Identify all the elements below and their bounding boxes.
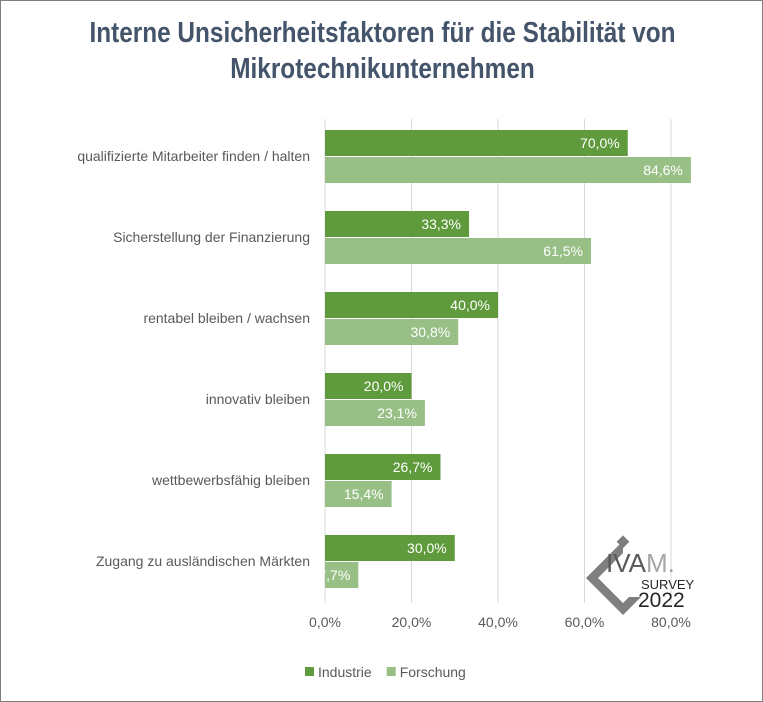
data-label: 61,5% <box>543 243 583 259</box>
chart-title: Interne Unsicherheitsfaktoren für die St… <box>62 15 703 87</box>
bar-industrie <box>325 130 628 156</box>
legend-swatch <box>386 667 396 676</box>
logo-dot-icon <box>616 535 630 549</box>
bar-forschung <box>325 400 425 426</box>
bar-industrie <box>325 292 498 318</box>
logo-text: IVAM. <box>606 548 675 578</box>
data-label: 20,0% <box>364 378 404 394</box>
category-label: innovativ bleiben <box>206 391 310 407</box>
data-label: 26,7% <box>393 459 433 475</box>
chart-title-line-1: Interne Unsicherheitsfaktoren für die St… <box>89 17 676 49</box>
bar-forschung <box>325 319 459 345</box>
data-label: 30,0% <box>407 540 447 556</box>
data-label: 33,3% <box>421 216 461 232</box>
data-label: 70,0% <box>580 135 620 151</box>
x-tick-label: 80,0% <box>651 614 691 630</box>
legend-label: Industrie <box>318 664 372 680</box>
bar-forschung <box>325 562 359 588</box>
x-tick-label: 0,0% <box>309 614 341 630</box>
category-label: Sicherstellung der Finanzierung <box>113 229 310 245</box>
data-label: 15,4% <box>344 486 384 502</box>
bar-forschung <box>325 481 392 507</box>
category-label: wettbewerbsfähig bleiben <box>151 472 310 488</box>
bar-forschung <box>325 157 691 183</box>
data-label: 84,6% <box>643 162 683 178</box>
logo-survey: SURVEY <box>641 577 695 592</box>
bar-industrie <box>325 373 412 399</box>
ivam-survey-logo: IVAM. SURVEY 2022 <box>586 535 695 615</box>
category-label: rentabel bleiben / wachsen <box>143 310 310 326</box>
bar-industrie <box>325 535 455 561</box>
data-label: 30,8% <box>411 324 451 340</box>
legend-swatch <box>305 667 314 676</box>
category-label: qualifizierte Mitarbeiter finden / halte… <box>77 148 310 164</box>
x-tick-label: 40,0% <box>478 614 518 630</box>
x-tick-label: 20,0% <box>392 614 432 630</box>
legend-label: Forschung <box>400 664 466 680</box>
chart-title-line-2: Mikrotechnikunternehmen <box>230 53 535 85</box>
x-tick-label: 60,0% <box>565 614 605 630</box>
logo-year: 2022 <box>638 589 685 612</box>
category-label: Zugang zu ausländischen Märkten <box>96 553 310 569</box>
data-label: 40,0% <box>450 297 490 313</box>
bar-forschung <box>325 238 591 264</box>
bar-industrie <box>325 211 470 237</box>
data-label: 23,1% <box>377 405 417 421</box>
data-label: 7,7% <box>318 567 350 583</box>
logo-chevron-icon <box>586 541 641 615</box>
bar-industrie <box>325 454 441 480</box>
